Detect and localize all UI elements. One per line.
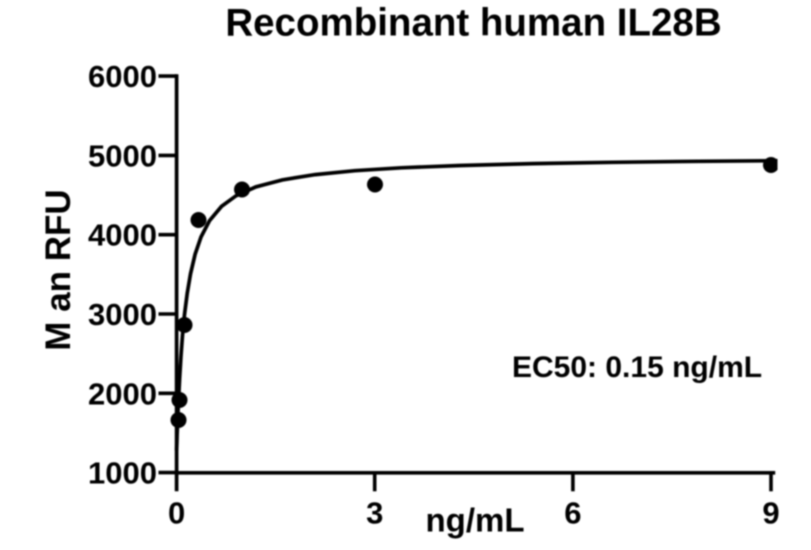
svg-text:3: 3 — [366, 496, 383, 531]
svg-text:ng/mL: ng/mL — [426, 501, 525, 538]
svg-text:6: 6 — [564, 496, 581, 531]
svg-text:5000: 5000 — [88, 138, 157, 173]
svg-text:4000: 4000 — [88, 218, 157, 253]
svg-text:9: 9 — [762, 496, 779, 531]
svg-text:1000: 1000 — [88, 456, 157, 491]
svg-text:3000: 3000 — [88, 297, 157, 332]
svg-text:M an RFU: M an RFU — [39, 189, 78, 350]
svg-text:6000: 6000 — [88, 59, 157, 94]
svg-text:EC50: 0.15 ng/mL: EC50: 0.15 ng/mL — [512, 351, 762, 384]
svg-text:Recombinant human IL28B: Recombinant human IL28B — [225, 2, 721, 45]
svg-text:0: 0 — [168, 496, 185, 531]
svg-text:2000: 2000 — [88, 376, 157, 411]
